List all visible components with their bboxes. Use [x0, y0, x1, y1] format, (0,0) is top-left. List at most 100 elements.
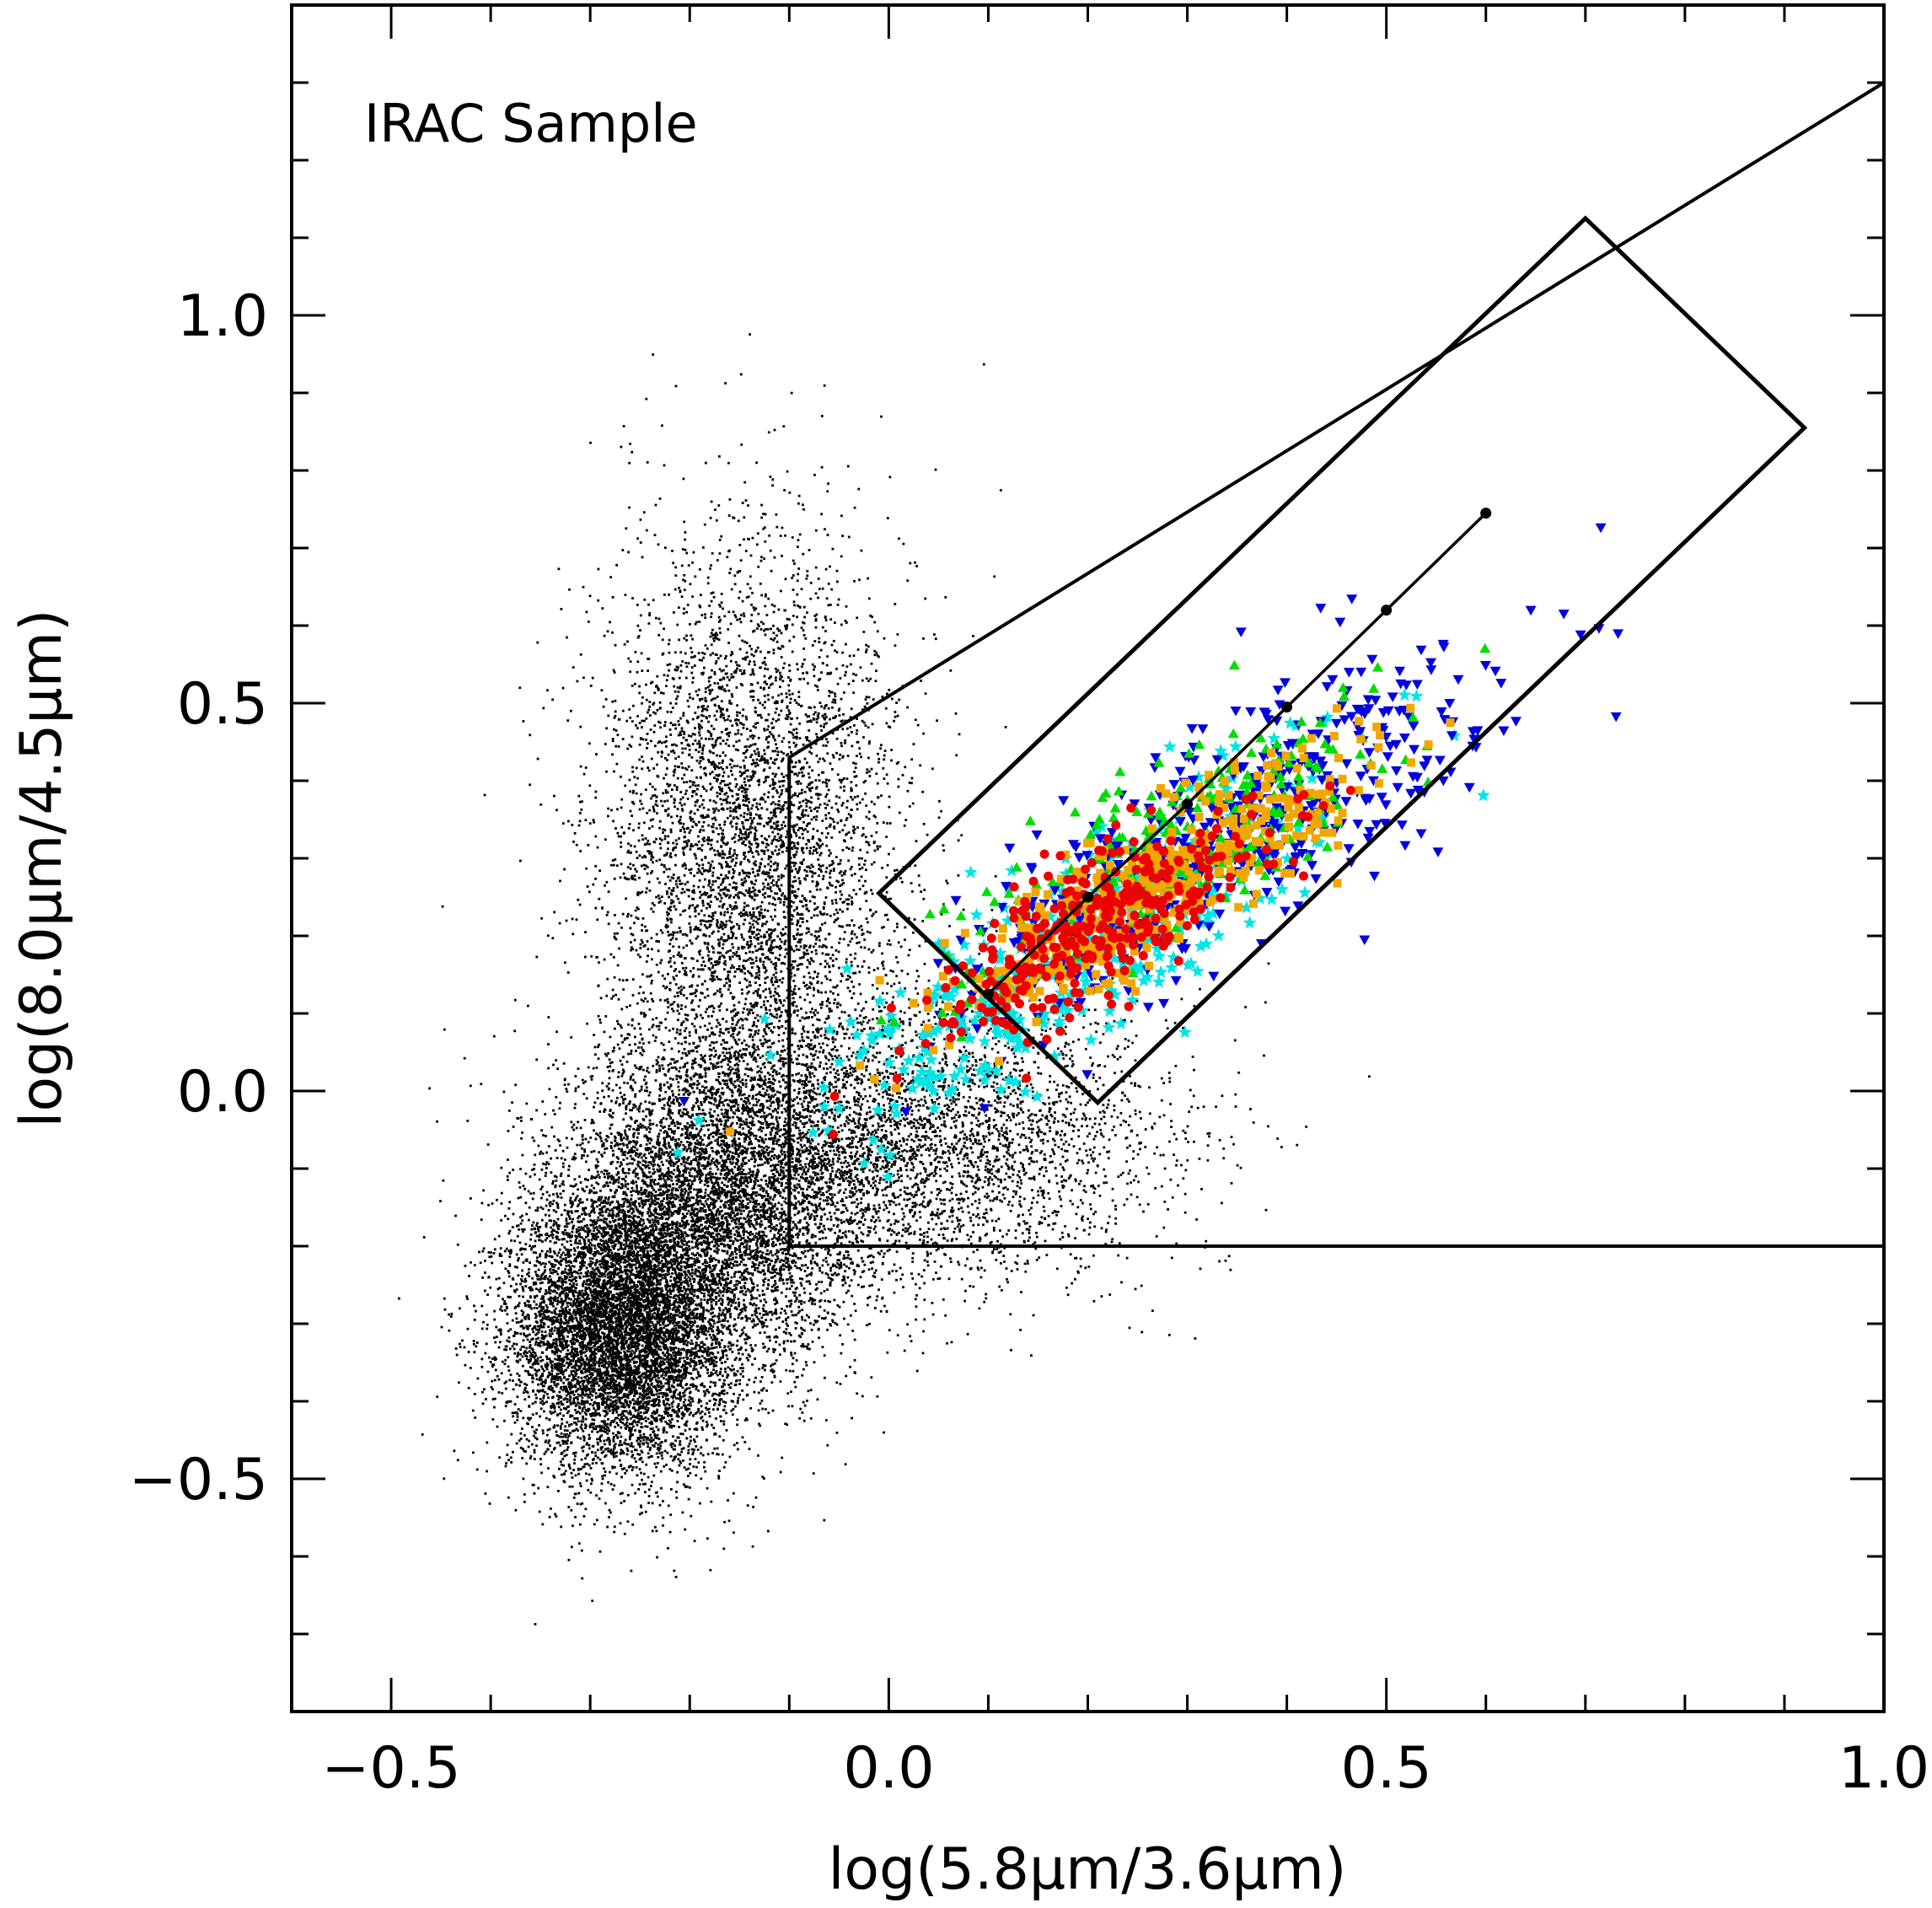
- background-point: [727, 1519, 731, 1523]
- background-point: [546, 1448, 550, 1451]
- background-point: [645, 1410, 647, 1413]
- background-point: [530, 1443, 534, 1446]
- background-point: [624, 1357, 627, 1359]
- background-point: [560, 1368, 563, 1372]
- background-point: [674, 1365, 678, 1368]
- background-point: [518, 1185, 522, 1189]
- background-point: [646, 1250, 649, 1253]
- background-point: [702, 1309, 706, 1312]
- background-point: [663, 1449, 667, 1453]
- background-point: [636, 1234, 640, 1238]
- background-point: [574, 1210, 577, 1213]
- background-point: [627, 1239, 631, 1242]
- background-point: [616, 1161, 620, 1164]
- background-point: [564, 1397, 567, 1400]
- background-point: [642, 1432, 646, 1436]
- background-point: [642, 1472, 646, 1475]
- background-point: [535, 1328, 538, 1331]
- background-point: [559, 1371, 562, 1374]
- background-point: [532, 1377, 534, 1380]
- background-point: [604, 1379, 607, 1382]
- background-point: [634, 1491, 636, 1495]
- background-point: [589, 1491, 593, 1494]
- background-point: [619, 1418, 621, 1422]
- background-point: [633, 1283, 636, 1287]
- background-point: [733, 1358, 737, 1362]
- background-point: [699, 1411, 702, 1415]
- background-point: [556, 1347, 559, 1351]
- background-point: [626, 1355, 630, 1358]
- background-point: [662, 1500, 664, 1502]
- background-point: [454, 1347, 458, 1350]
- background-point: [563, 1472, 566, 1475]
- background-point: [613, 1331, 615, 1334]
- background-point: [564, 1257, 567, 1260]
- background-point: [634, 1260, 637, 1263]
- background-point: [684, 1422, 688, 1424]
- background-point: [663, 1400, 665, 1403]
- background-point: [644, 1351, 647, 1354]
- background-point: [582, 1327, 586, 1330]
- background-point: [573, 1329, 577, 1332]
- background-point: [716, 1283, 719, 1286]
- background-point: [583, 1365, 587, 1368]
- background-point: [604, 1169, 606, 1172]
- background-point: [672, 1352, 675, 1354]
- background-point: [582, 1275, 585, 1278]
- background-point: [570, 1373, 573, 1376]
- background-point: [500, 1305, 503, 1309]
- background-point: [580, 1319, 583, 1323]
- background-point: [631, 1427, 633, 1430]
- background-point: [664, 1325, 668, 1327]
- background-point: [523, 1248, 526, 1250]
- background-point: [555, 1441, 559, 1444]
- background-point: [673, 1319, 676, 1322]
- background-point: [610, 1374, 614, 1377]
- background-point: [618, 1381, 621, 1384]
- background-point: [689, 1329, 692, 1332]
- background-point: [714, 1402, 716, 1405]
- background-point: [633, 1352, 636, 1355]
- background-point: [580, 1357, 583, 1361]
- background-point: [693, 1427, 696, 1431]
- background-point: [590, 1422, 593, 1426]
- background-point: [590, 1233, 593, 1235]
- background-point: [606, 1525, 609, 1529]
- background-point: [627, 1257, 630, 1260]
- background-point: [712, 1381, 716, 1384]
- background-point: [630, 1352, 633, 1355]
- background-point: [550, 1389, 554, 1392]
- background-point: [528, 1346, 531, 1349]
- background-point: [535, 1307, 539, 1309]
- background-point: [669, 1513, 673, 1516]
- background-point: [675, 1336, 678, 1339]
- background-point: [570, 1206, 573, 1208]
- background-point: [701, 1332, 704, 1335]
- background-point: [635, 1448, 638, 1452]
- background-point: [504, 1405, 507, 1408]
- background-point: [566, 1352, 570, 1356]
- background-point: [625, 1237, 629, 1240]
- background-point: [718, 1229, 722, 1232]
- background-point: [582, 1391, 584, 1395]
- background-point: [716, 1407, 719, 1411]
- background-point: [525, 1462, 529, 1465]
- background-point: [574, 1234, 577, 1238]
- background-point: [574, 1474, 577, 1477]
- background-point: [661, 1289, 664, 1293]
- background-point: [604, 1415, 607, 1417]
- background-point: [610, 1420, 614, 1422]
- background-point: [576, 1210, 579, 1212]
- background-point: [659, 1254, 663, 1257]
- background-point: [690, 1325, 693, 1328]
- background-point: [553, 1384, 556, 1386]
- background-point: [524, 1335, 528, 1338]
- background-point: [453, 1449, 456, 1453]
- background-point: [667, 1324, 669, 1327]
- background-point: [680, 1416, 684, 1420]
- background-point: [725, 1411, 727, 1415]
- background-point: [565, 1319, 567, 1322]
- background-point: [641, 1460, 644, 1464]
- background-point: [491, 1261, 494, 1265]
- background-point: [509, 1456, 513, 1459]
